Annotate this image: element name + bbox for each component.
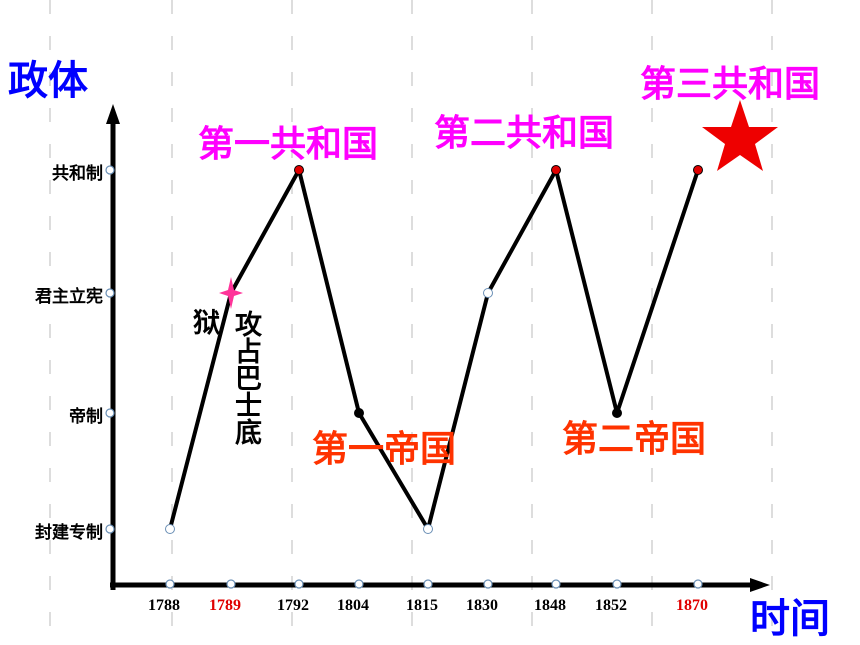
- x-tick: [354, 579, 364, 589]
- point: [219, 277, 243, 309]
- x-axis-title: 时间: [750, 596, 830, 642]
- x-tick: [226, 579, 236, 589]
- y-tick-label: 封建专制: [35, 523, 103, 543]
- x-tick: [165, 579, 175, 589]
- x-tick-label: 1789: [209, 597, 241, 614]
- point: [294, 165, 304, 175]
- annotation: 狱: [188, 308, 219, 335]
- y-tick-label: 君主立宪: [35, 287, 103, 307]
- x-tick: [294, 579, 304, 589]
- x-tick-label: 1788: [148, 597, 180, 614]
- point: [693, 165, 703, 175]
- annotation: 第二帝国: [562, 419, 707, 460]
- point: [165, 524, 175, 534]
- point: [612, 408, 622, 418]
- y-tick-label: 帝制: [69, 407, 103, 427]
- x-tick: [423, 579, 433, 589]
- big-star: [702, 100, 778, 171]
- x-arrow: [750, 578, 770, 592]
- annotation: 攻占巴士底: [230, 310, 261, 445]
- x-tick-label: 1852: [595, 597, 627, 614]
- x-tick-label: 1830: [466, 597, 498, 614]
- x-tick-label: 1848: [534, 597, 566, 614]
- annotation: 第三共和国: [640, 64, 821, 105]
- x-tick-label: 1792: [277, 597, 309, 614]
- annotation: 第一帝国: [312, 429, 457, 470]
- y-arrow: [106, 104, 120, 124]
- x-tick: [551, 579, 561, 589]
- x-tick-label: 1815: [406, 597, 438, 614]
- x-tick: [693, 579, 703, 589]
- x-tick-label: 1804: [337, 597, 369, 614]
- y-tick-label: 共和制: [52, 164, 103, 184]
- point: [423, 524, 433, 534]
- x-tick: [612, 579, 622, 589]
- y-tick: [105, 524, 115, 534]
- annotation: 第二共和国: [434, 113, 615, 154]
- y-axis-title: 政体: [8, 58, 88, 104]
- point: [354, 408, 364, 418]
- point: [551, 165, 561, 175]
- x-tick: [483, 579, 493, 589]
- point: [483, 288, 493, 298]
- y-tick: [105, 288, 115, 298]
- y-tick: [105, 165, 115, 175]
- annotation: 第一共和国: [198, 124, 379, 165]
- x-tick-label: 1870: [676, 597, 708, 614]
- y-tick: [105, 408, 115, 418]
